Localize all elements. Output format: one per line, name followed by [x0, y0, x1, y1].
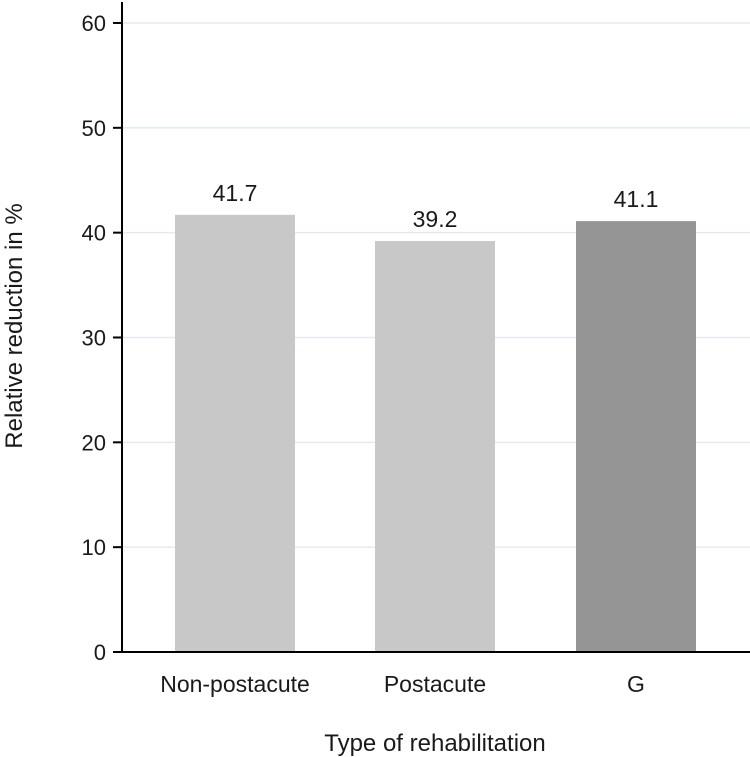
x-tick-labels: Non-postacute Postacute G	[160, 671, 645, 697]
y-tick-label: 50	[82, 116, 106, 141]
axes	[121, 2, 750, 653]
y-tick-label: 0	[94, 640, 106, 665]
y-tick-label: 20	[82, 430, 106, 455]
y-tick-label: 40	[82, 221, 106, 246]
x-tick-label: G	[627, 671, 645, 697]
bar-value-label: 41.7	[213, 180, 258, 206]
x-tick-label: Non-postacute	[160, 671, 310, 697]
y-axis-title: Relative reduction in %	[1, 203, 28, 448]
x-tick-label: Postacute	[384, 671, 486, 697]
y-ticks: 0 10 20 30 40 50 60	[82, 11, 122, 665]
y-tick-label: 10	[82, 535, 106, 560]
bar-value-label: 39.2	[413, 206, 458, 232]
bar	[576, 221, 696, 652]
x-axis-title: Type of rehabilitation	[324, 730, 545, 757]
bars	[175, 214, 696, 653]
y-tick-label: 30	[82, 325, 106, 350]
bar	[375, 241, 495, 652]
bar-value-label: 41.1	[614, 186, 659, 212]
y-tick-label: 60	[82, 11, 106, 36]
data-labels: 41.7 39.2 41.1	[213, 180, 659, 232]
bar	[175, 214, 295, 653]
